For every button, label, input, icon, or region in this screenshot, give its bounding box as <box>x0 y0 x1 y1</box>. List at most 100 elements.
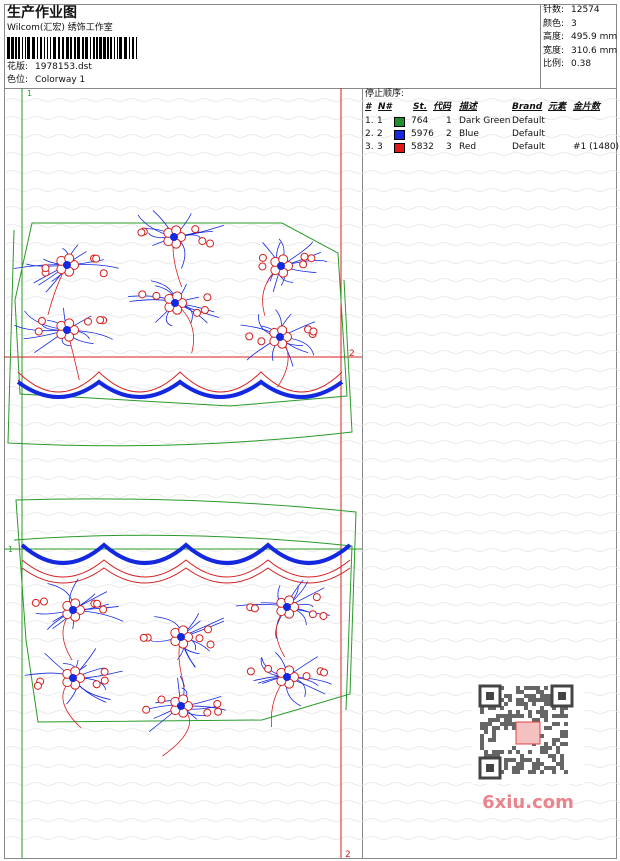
qr-module <box>492 738 496 742</box>
qr-module <box>480 706 484 710</box>
qr-module <box>504 702 508 706</box>
column-header: St. <box>413 102 428 112</box>
qr-module <box>536 718 540 722</box>
bud <box>191 225 200 234</box>
background-wave <box>5 512 620 516</box>
qr-module <box>496 750 500 754</box>
background-wave <box>5 674 620 678</box>
barcode-bar <box>107 37 109 59</box>
qr-module <box>516 766 520 770</box>
qr-module <box>544 726 548 730</box>
flower-center <box>171 299 179 307</box>
qr-module <box>564 734 568 738</box>
barcode-bar <box>132 37 134 59</box>
background-wave <box>5 836 620 840</box>
qr-module <box>516 702 520 706</box>
bud <box>138 290 147 299</box>
barcode-bar <box>53 37 56 59</box>
info-label: 高度: <box>543 32 565 42</box>
qr-module <box>500 698 504 702</box>
qr-module <box>532 762 536 766</box>
background-wave <box>5 260 620 264</box>
qr-module <box>480 734 484 738</box>
qr-module <box>504 718 508 722</box>
qr-finder <box>486 764 494 772</box>
qr-module <box>548 694 552 698</box>
qr-module <box>508 722 512 726</box>
qr-module <box>548 766 552 770</box>
barcode-bar <box>44 37 45 59</box>
barcode-bar <box>66 37 69 59</box>
cell-description: Dark Green <box>459 116 511 126</box>
barcode-bar <box>114 37 115 59</box>
qr-module <box>488 738 492 742</box>
barcode-bar <box>11 37 14 59</box>
qr-module <box>492 706 496 710</box>
background-wave <box>5 656 620 660</box>
qr-module <box>524 702 528 706</box>
sequence-title: 停止顺序: <box>365 89 405 99</box>
cell-index: 3. <box>365 142 374 152</box>
bud <box>300 252 309 261</box>
barcode-bar <box>40 37 42 59</box>
qr-module <box>540 690 544 694</box>
background-wave <box>5 584 620 588</box>
barcode-bar <box>18 37 20 59</box>
bud <box>99 269 108 278</box>
bud <box>320 668 329 677</box>
info-value: 495.9 mm <box>571 32 618 42</box>
qr-module <box>520 754 524 758</box>
qr-module <box>564 722 568 726</box>
barcode-bar <box>27 37 30 59</box>
barcode-bar <box>50 37 51 59</box>
background-wave <box>5 332 620 336</box>
bud <box>299 260 308 269</box>
qr-module <box>516 698 520 702</box>
qr-module <box>492 726 496 730</box>
column-header: Brand <box>512 102 543 112</box>
sequence-panel <box>362 88 617 859</box>
background-wave <box>5 350 620 354</box>
qr-module <box>528 758 532 762</box>
marker-label: 1 <box>8 545 13 554</box>
column-header: N# <box>378 102 392 112</box>
background-wave <box>5 98 620 102</box>
qr-module <box>524 758 528 762</box>
color-swatch <box>394 117 405 127</box>
qr-module <box>516 770 520 774</box>
qr-module <box>552 738 556 742</box>
qr-module <box>544 742 548 746</box>
qr-module <box>508 718 512 722</box>
qr-module <box>488 754 492 758</box>
qr-module <box>504 726 508 730</box>
qr-module <box>536 758 540 762</box>
info-value: 12574 <box>571 5 600 15</box>
background-wave <box>5 602 620 606</box>
column-header: 描述 <box>459 102 478 112</box>
bud <box>214 707 223 716</box>
bud <box>93 599 102 608</box>
qr-module <box>500 750 504 754</box>
qr-module <box>544 702 548 706</box>
qr-module <box>512 746 516 750</box>
qr-module <box>500 770 504 774</box>
background-wave <box>5 242 620 246</box>
bud <box>100 676 109 685</box>
qr-module <box>532 770 536 774</box>
qr-module <box>540 694 544 698</box>
background-wave <box>5 152 620 156</box>
qr-module <box>560 714 564 718</box>
bud <box>92 680 101 689</box>
qr-module <box>484 726 488 730</box>
qr-module <box>524 706 528 710</box>
qr-module <box>492 750 496 754</box>
qr-module <box>560 754 564 758</box>
cell-brand: Default <box>512 142 545 152</box>
qr-module <box>484 754 488 758</box>
qr-module <box>560 706 564 710</box>
qr-module <box>496 754 500 758</box>
barcode-bar <box>90 37 91 59</box>
barcode-bar <box>47 37 48 59</box>
qr-module <box>560 734 564 738</box>
